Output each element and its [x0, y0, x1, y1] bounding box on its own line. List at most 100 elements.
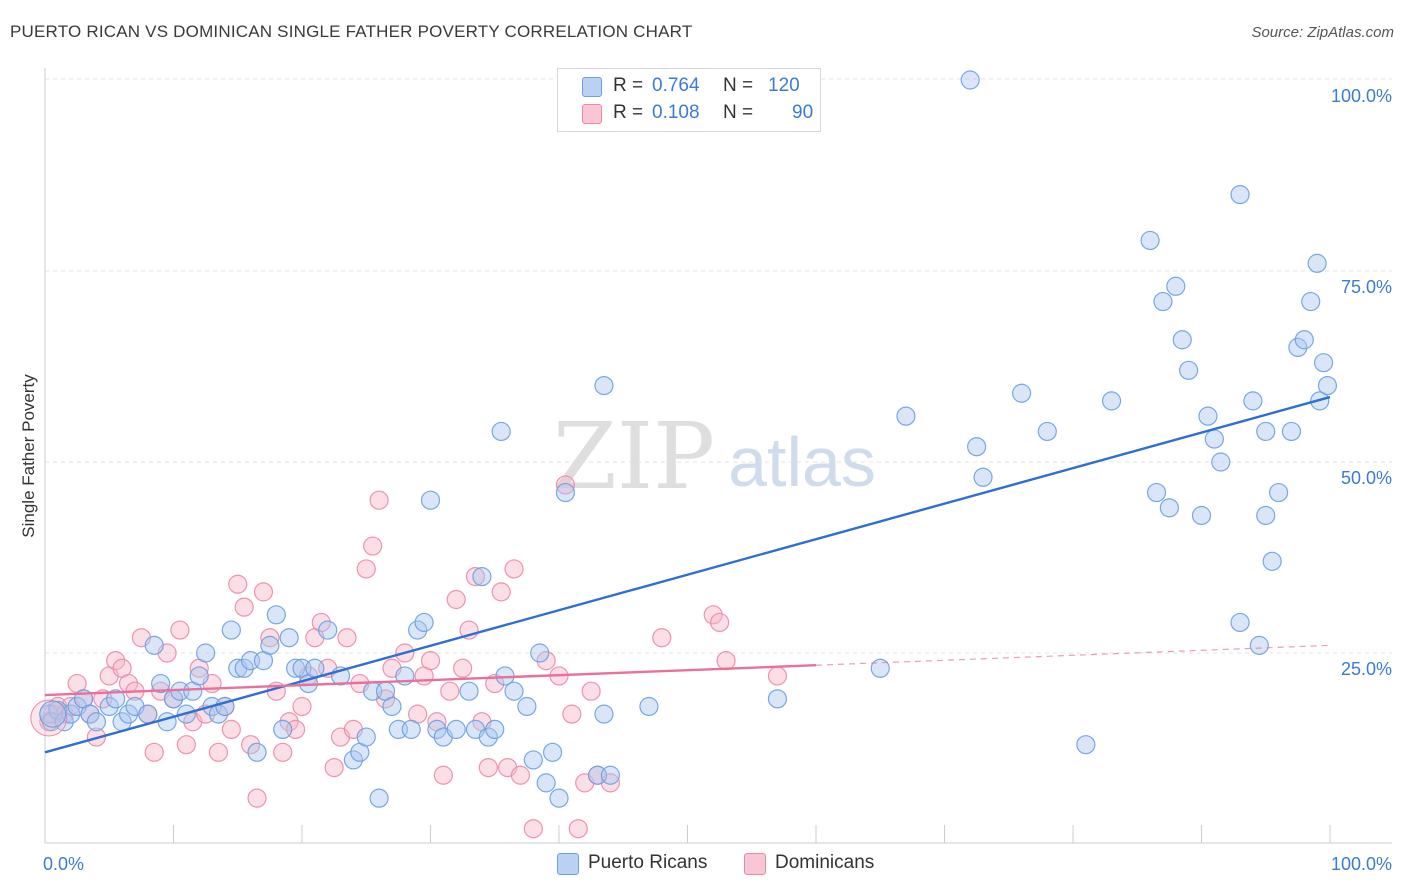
dominican-point — [369, 490, 389, 510]
chart-title: PUERTO RICAN VS DOMINICAN SINGLE FATHER … — [10, 22, 693, 41]
dominican-point — [433, 765, 453, 785]
dominican-point — [568, 819, 588, 839]
dominican-point — [279, 712, 299, 732]
puerto-rican-point — [196, 643, 216, 663]
puerto-rican-point — [472, 566, 492, 587]
dominican-point — [536, 651, 556, 671]
puerto-rican-point — [967, 437, 987, 457]
dominican-point — [652, 628, 672, 648]
legend-swatch-pink — [582, 104, 602, 124]
puerto-rican-point — [138, 704, 158, 724]
watermark: ZIP atlas — [553, 403, 876, 510]
puerto-rican-point — [1146, 482, 1167, 503]
puerto-rican-point — [1101, 391, 1122, 411]
dominican-point — [504, 559, 524, 579]
x-tick-label: 0.0% — [43, 854, 84, 874]
bottom-legend-label: Puerto Ricans — [588, 852, 708, 873]
puerto-rican-point — [1313, 353, 1334, 373]
puerto-rican-point — [1140, 230, 1160, 251]
puerto-rican-point — [118, 704, 139, 724]
y-tick-label: 25.0% — [1341, 659, 1392, 679]
puerto-rican-point — [1230, 612, 1250, 633]
puerto-rican-point — [530, 643, 550, 663]
puerto-rican-point — [1256, 505, 1276, 526]
puerto-rican-point — [1204, 429, 1224, 449]
puerto-rican-point — [1262, 551, 1282, 571]
puerto-rican-point — [1294, 330, 1314, 350]
puerto-rican-point — [318, 620, 338, 640]
dominican-point — [144, 742, 164, 762]
puerto-rican-point — [382, 696, 402, 717]
puerto-rican-point — [504, 681, 524, 701]
puerto-rican-point — [285, 658, 306, 678]
legend-r-value: 0.108 — [652, 102, 700, 123]
dominican-point — [106, 651, 126, 671]
puerto-rican-cluster-point — [39, 700, 67, 728]
x-tick-label: 100.0% — [1331, 854, 1392, 874]
puerto-rican-point — [555, 482, 576, 503]
puerto-rican-point — [1159, 498, 1179, 518]
puerto-rican-trend-line — [44, 395, 1331, 754]
dominican-point — [247, 788, 267, 808]
puerto-rican-point — [189, 666, 209, 686]
puerto-rican-point — [221, 620, 241, 640]
dominican-point — [581, 681, 601, 701]
dominican-point — [420, 651, 441, 671]
dominican-point — [208, 742, 229, 762]
dominican-point — [228, 574, 248, 594]
puerto-rican-point — [151, 673, 171, 694]
puerto-rican-point — [1153, 291, 1173, 312]
dominican-point — [324, 757, 344, 778]
puerto-rican-point — [767, 689, 788, 709]
dominican-point — [767, 666, 788, 686]
puerto-rican-point — [1166, 276, 1186, 296]
dominican-point — [703, 605, 723, 625]
y-axis-label: Single Father Poverty — [19, 374, 38, 538]
puerto-rican-point — [1288, 337, 1308, 357]
puerto-rican-point — [99, 696, 119, 717]
legend: R = 0.764 N = 120 R = 0.108 N = 90 — [557, 68, 821, 132]
puerto-rican-point — [1076, 735, 1096, 755]
puerto-rican-point — [594, 376, 614, 396]
dominican-point — [555, 475, 576, 495]
watermark-atlas: atlas — [728, 423, 876, 501]
puerto-rican-point — [343, 750, 363, 770]
dominican-point — [446, 589, 466, 610]
dominican-point — [453, 658, 473, 678]
puerto-rican-point — [446, 719, 466, 740]
puerto-rican-point — [896, 406, 916, 426]
bottom-legend-swatch-blue — [557, 853, 579, 875]
puerto-rican-point — [542, 742, 563, 762]
puerto-rican-point — [266, 605, 286, 625]
dominican-point — [716, 651, 736, 671]
puerto-rican-point — [1198, 406, 1218, 426]
dominican-point — [234, 597, 254, 617]
puerto-rican-point — [420, 490, 441, 510]
dominican-point — [710, 612, 730, 633]
dominican-point — [356, 559, 376, 579]
puerto-rican-point — [61, 704, 81, 724]
puerto-rican-point — [1037, 421, 1057, 442]
puerto-rican-point — [973, 467, 993, 487]
puerto-rican-point — [273, 719, 293, 740]
puerto-rican-point — [80, 704, 100, 724]
dominican-point — [440, 681, 460, 701]
puerto-rican-point — [523, 750, 543, 770]
legend-r-label: R = — [613, 102, 644, 123]
puerto-rican-point — [86, 712, 107, 732]
legend-r-label: R = — [613, 75, 644, 96]
bottom-legend-swatch-pink — [744, 853, 766, 875]
puerto-rican-point — [459, 681, 479, 701]
bottom-legend-label: Dominicans — [775, 852, 875, 873]
source-label: Source: ZipAtlas.com — [1251, 24, 1394, 41]
puerto-rican-point — [356, 727, 376, 747]
puerto-rican-point — [1230, 185, 1250, 205]
dominican-point — [260, 628, 280, 648]
dominican-point — [562, 704, 582, 724]
legend-n-label: N = — [723, 102, 754, 123]
watermark-zip: ZIP — [553, 403, 715, 510]
puerto-rican-point — [144, 635, 164, 655]
dominican-trend-line — [44, 664, 817, 697]
puerto-rican-point — [491, 421, 511, 442]
puerto-rican-point — [594, 704, 614, 724]
